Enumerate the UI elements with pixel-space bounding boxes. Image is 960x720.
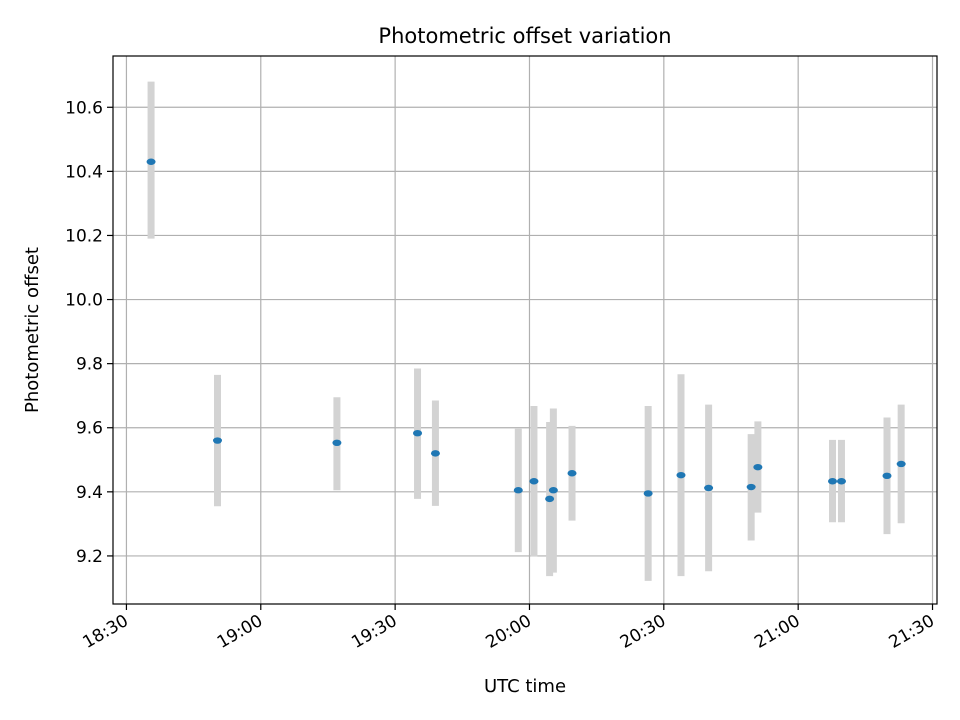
data-point bbox=[828, 478, 838, 485]
grid-lines bbox=[113, 56, 937, 604]
data-point bbox=[146, 158, 156, 165]
data-point bbox=[529, 478, 539, 485]
data-points bbox=[146, 158, 906, 503]
y-tick-label: 10.2 bbox=[65, 226, 103, 246]
data-point bbox=[676, 471, 686, 479]
y-tick-label: 9.6 bbox=[76, 419, 103, 439]
data-point bbox=[746, 483, 756, 491]
y-tick-label: 9.4 bbox=[76, 483, 103, 503]
y-tick-label: 9.2 bbox=[76, 547, 103, 567]
data-point bbox=[513, 487, 523, 494]
y-tick-label: 9.8 bbox=[76, 355, 103, 375]
data-point bbox=[430, 450, 440, 457]
data-point bbox=[212, 437, 222, 444]
data-point bbox=[836, 478, 846, 485]
y-tick-label: 10.0 bbox=[65, 291, 103, 311]
data-point bbox=[753, 463, 763, 471]
data-point bbox=[704, 484, 714, 492]
data-point bbox=[548, 487, 558, 494]
y-tick-label: 10.6 bbox=[65, 98, 103, 118]
data-point bbox=[332, 439, 342, 447]
y-axis-label: Photometric offset bbox=[22, 247, 43, 413]
data-point bbox=[567, 470, 577, 477]
data-point bbox=[413, 429, 423, 437]
data-point bbox=[882, 472, 892, 480]
x-axis-label: UTC time bbox=[484, 676, 566, 697]
data-point bbox=[643, 490, 653, 497]
y-axis-ticks: 9.2 9.4 9.6 9.8 10.0 10.2 10.4 10.6 bbox=[65, 98, 113, 567]
data-point bbox=[545, 495, 555, 503]
plot-area-frame bbox=[112, 55, 938, 605]
chart-title: Photometric offset variation bbox=[378, 24, 671, 48]
data-point bbox=[896, 460, 906, 468]
y-tick-label: 10.4 bbox=[65, 162, 103, 182]
